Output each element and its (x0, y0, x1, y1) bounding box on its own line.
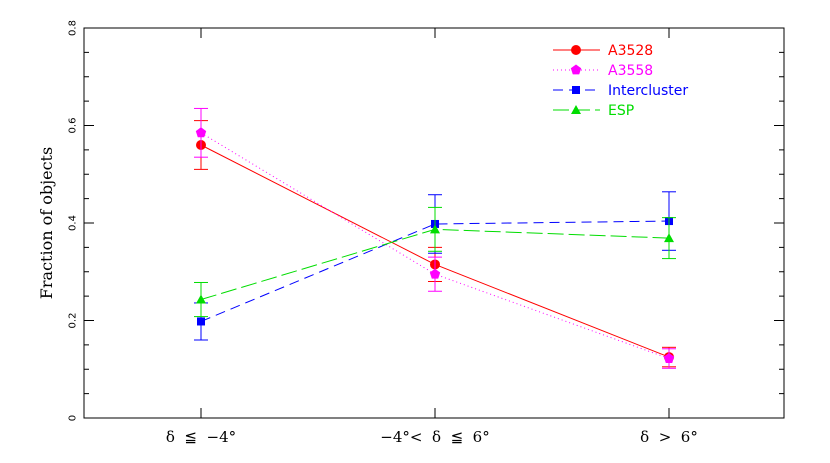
data-point (195, 127, 207, 138)
y-tick-label: 0.2 (68, 313, 79, 329)
legend-marker (570, 64, 582, 75)
legend-label: A3528 (608, 43, 653, 59)
x-tick-label: δ ≦ −4° (166, 428, 236, 446)
legend-label: ESP (608, 103, 634, 119)
y-tick-label: 0.8 (68, 20, 79, 36)
y-tick-label: 0.4 (68, 215, 79, 231)
data-point (196, 294, 206, 304)
legend-marker (572, 86, 580, 94)
x-tick-label: δ > 6° (640, 428, 698, 446)
y-tick-label: 0 (68, 415, 79, 421)
y-axis-label: Fraction of objects (37, 147, 56, 299)
legend-label: A3558 (608, 63, 653, 79)
y-tick-label: 0.6 (68, 118, 79, 134)
series-esp (194, 206, 676, 318)
series-layer (194, 107, 676, 369)
data-point (197, 317, 205, 326)
legend: A3528 A3558 Intercluster ESP (553, 43, 688, 119)
data-point (430, 224, 440, 234)
data-point (664, 233, 674, 243)
legend-marker (571, 105, 581, 114)
legend-label: Intercluster (608, 83, 688, 99)
data-point (429, 268, 441, 279)
x-tick-label: −4°< δ ≦ 6° (380, 428, 489, 446)
ticks: 0 0.2 0.4 0.6 0.8 δ ≦ −4° −4°< δ ≦ 6° δ > 6° (68, 20, 784, 446)
series-line (200, 220, 670, 322)
legend-marker (571, 45, 581, 55)
series-a3558 (194, 107, 676, 369)
data-point (663, 353, 675, 363)
